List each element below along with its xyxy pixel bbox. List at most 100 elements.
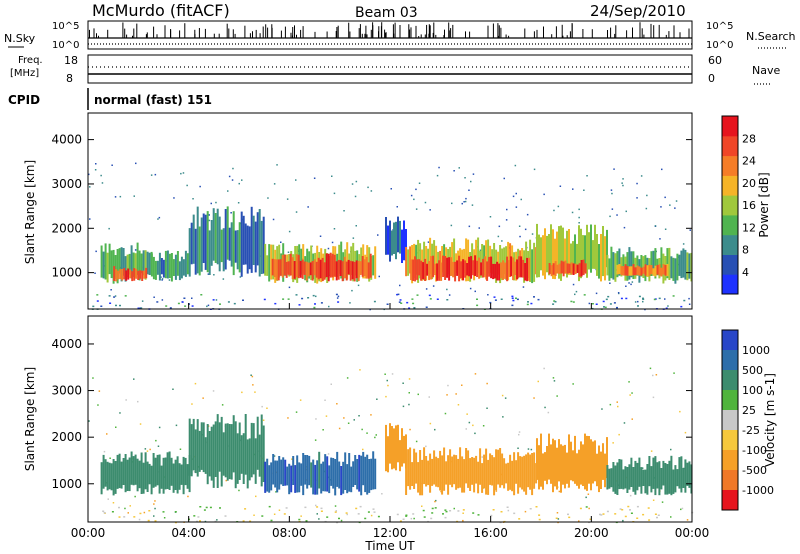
echo-column — [212, 208, 215, 261]
nsearch-label: N.Search — [746, 30, 796, 43]
echo-column — [210, 220, 213, 266]
echo-column — [389, 220, 391, 262]
echo-column — [636, 462, 639, 491]
velocity-colorbar-frame — [721, 329, 739, 511]
echo-column — [403, 435, 405, 464]
echo-column — [182, 456, 185, 495]
near-range-echo — [169, 307, 172, 309]
near-range-echo — [568, 516, 571, 519]
scatter-speck — [524, 228, 527, 231]
echo-column — [184, 457, 187, 486]
echo-column — [546, 235, 548, 273]
scatter-speck — [97, 404, 99, 406]
scatter-speck — [227, 190, 229, 192]
near-range-echo — [174, 521, 177, 524]
near-range-echo — [307, 297, 310, 299]
scatter-speck — [112, 502, 115, 504]
scatter-speck — [637, 300, 639, 303]
scatter-speck — [347, 422, 350, 424]
scatter-speck — [425, 445, 427, 448]
near-range-echo — [119, 304, 121, 307]
echo-column — [123, 268, 126, 280]
scatter-speck — [238, 182, 240, 185]
near-range-echo — [197, 516, 200, 518]
scatter-speck — [506, 208, 508, 211]
echo-column — [640, 267, 643, 276]
scatter-speck — [272, 218, 275, 221]
echo-column — [576, 264, 579, 273]
echo-column — [345, 261, 348, 281]
near-range-echo — [472, 512, 475, 514]
echo-column — [134, 253, 137, 278]
echo-column — [405, 247, 408, 277]
echo-column — [640, 467, 643, 494]
scatter-speck — [482, 425, 485, 427]
velocity-colorbar-swatch — [722, 490, 738, 511]
echo-column — [228, 424, 231, 480]
near-range-echo — [282, 298, 285, 300]
scatter-speck — [625, 210, 627, 213]
echo-column — [552, 263, 555, 275]
echo-column — [264, 461, 267, 493]
echo-column — [618, 248, 621, 276]
x-tick-label: 00:00 — [675, 526, 710, 540]
echo-column — [276, 460, 279, 493]
scatter-speck — [418, 182, 421, 184]
echo-column — [628, 464, 631, 490]
echo-column — [443, 447, 446, 491]
echo-column — [366, 454, 369, 495]
echo-column — [440, 262, 443, 281]
near-range-echo — [364, 517, 367, 520]
scatter-speck — [557, 205, 560, 208]
echo-column — [487, 459, 490, 495]
echo-column — [385, 217, 387, 255]
beam-label: Beam 03 — [355, 5, 418, 21]
scatter-speck — [515, 192, 517, 195]
echo-column — [389, 423, 391, 464]
echo-column — [616, 251, 619, 278]
near-range-echo — [154, 520, 157, 522]
echo-column — [469, 458, 472, 491]
power-colorbar-tick: 28 — [742, 132, 756, 145]
echo-column — [472, 260, 475, 276]
echo-column — [296, 455, 299, 493]
echo-column — [387, 436, 389, 473]
echo-column — [676, 253, 679, 281]
echo-column — [220, 416, 223, 487]
echo-column — [350, 246, 353, 275]
scatter-speck — [652, 396, 655, 399]
echo-column — [204, 437, 207, 474]
echo-column — [606, 437, 608, 479]
scatter-speck — [355, 225, 357, 227]
near-range-echo — [261, 515, 264, 517]
echo-column — [522, 259, 525, 278]
near-range-echo — [268, 505, 271, 508]
velocity-colorbar-tick: 1000 — [742, 344, 770, 357]
near-range-echo — [118, 506, 120, 509]
echo-column — [166, 452, 169, 489]
near-range-echo — [137, 307, 140, 309]
scatter-speck — [588, 302, 591, 305]
near-range-echo — [423, 516, 426, 518]
echo-column — [160, 258, 163, 275]
scatter-speck — [413, 198, 415, 201]
echo-column — [428, 261, 431, 281]
echo-column — [467, 450, 470, 488]
scatter-speck — [471, 204, 474, 206]
scatter-speck — [88, 173, 90, 176]
scatter-speck — [609, 403, 612, 406]
scatter-speck — [225, 479, 227, 482]
echo-column — [354, 455, 357, 485]
echo-column — [110, 250, 113, 279]
echo-column — [186, 464, 189, 489]
echo-column — [676, 469, 679, 487]
near-range-echo — [642, 297, 644, 300]
echo-column — [414, 256, 417, 282]
echo-column — [208, 230, 211, 275]
echo-column — [188, 418, 191, 476]
echo-column — [580, 260, 583, 277]
near-range-echo — [249, 520, 252, 522]
echo-column — [552, 229, 554, 279]
echo-column — [240, 211, 243, 277]
scatter-speck — [354, 195, 357, 198]
